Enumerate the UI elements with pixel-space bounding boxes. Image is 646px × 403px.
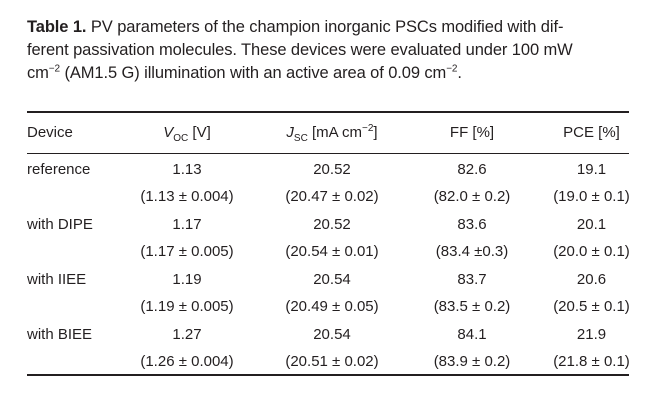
cell-voc: 1.27	[172, 326, 202, 343]
caption-line-1: Table 1. PV parameters of the champion i…	[27, 16, 633, 39]
cell-voc: 1.17	[172, 216, 202, 233]
table-row: with IIEE 1.19 (1.19 ± 0.005) 20.54 (20.49 ±…	[27, 271, 630, 326]
header-jsc-superscript: −2	[362, 123, 374, 134]
table-caption: Table 1. PV parameters of the champion i…	[27, 16, 633, 85]
cell-jsc-avg: (20.51 ± 0.02)	[285, 353, 379, 370]
header-voc-symbol: V	[163, 124, 174, 141]
table-row: with DIPE 1.17 (1.17 ± 0.005) 20.52 (20.54 ±…	[27, 216, 630, 271]
cell-voc-avg: (1.13 ± 0.004)	[140, 188, 234, 205]
header-voc: VOC [V]	[127, 124, 247, 144]
caption-line-2: ferent passivation molecules. These devi…	[27, 41, 573, 59]
cell-ff: 83.7	[457, 271, 487, 288]
header-ff: FF [%]	[449, 124, 495, 141]
cell-pce: 20.6	[576, 271, 607, 288]
cell-voc: 1.19	[172, 271, 202, 288]
cell-device: reference	[27, 161, 91, 178]
cell-voc-avg: (1.19 ± 0.005)	[140, 298, 234, 315]
cell-ff-avg: (83.4 ±0.3)	[435, 243, 509, 260]
cell-jsc: 20.52	[313, 216, 351, 233]
caption-sup-1: −2	[48, 63, 60, 75]
caption-text-3c: .	[457, 64, 462, 82]
cell-pce-avg: (19.0 ± 0.1)	[553, 188, 630, 205]
cell-device: with DIPE	[27, 216, 93, 233]
caption-sup-2: −2	[446, 63, 458, 75]
caption-text-3b: (AM1.5 G) illumination with an active ar…	[60, 64, 447, 82]
header-jsc-symbol: J	[286, 124, 294, 141]
cell-ff-avg: (83.5 ± 0.2)	[433, 298, 511, 315]
cell-device: with IIEE	[27, 271, 87, 288]
header-device: Device	[27, 124, 73, 141]
caption-line-3: cm−2 (AM1.5 G) illumination with an acti…	[27, 62, 633, 85]
header-voc-subscript: OC	[173, 133, 189, 144]
table-bottom-rule	[27, 374, 629, 376]
caption-text-3a: cm	[27, 64, 49, 82]
table-row: with BIEE 1.27 (1.26 ± 0.004) 20.54 (20.51 ±…	[27, 326, 630, 381]
cell-ff-avg: (82.0 ± 0.2)	[433, 188, 511, 205]
cell-pce-avg: (21.8 ± 0.1)	[553, 353, 630, 370]
cell-ff: 83.6	[457, 216, 487, 233]
cell-pce: 19.1	[576, 161, 607, 178]
cell-pce: 20.1	[576, 216, 607, 233]
cell-pce: 21.9	[576, 326, 607, 343]
header-jsc-unit-close: ]	[373, 124, 378, 141]
caption-text-1: PV parameters of the champion inorganic …	[90, 18, 564, 36]
table-row: reference 1.13 (1.13 ± 0.004) 20.52 (20.47 ±…	[27, 161, 630, 216]
cell-jsc: 20.54	[313, 326, 351, 343]
header-jsc: JSC [mA cm−2]	[267, 123, 397, 144]
cell-voc: 1.13	[172, 161, 202, 178]
cell-jsc: 20.52	[313, 161, 351, 178]
cell-ff: 82.6	[457, 161, 487, 178]
table-top-rule	[27, 111, 629, 113]
cell-voc-avg: (1.17 ± 0.005)	[140, 243, 234, 260]
header-pce: PCE [%]	[563, 124, 620, 141]
header-voc-unit: [V]	[188, 124, 211, 141]
table-header-row: Device VOC [V] JSC [mA cm−2] FF [%] PCE …	[27, 112, 629, 153]
caption-label: Table 1.	[27, 18, 87, 36]
cell-ff: 84.1	[457, 326, 487, 343]
table-header-rule	[27, 153, 629, 154]
header-jsc-unit: [mA cm	[307, 124, 362, 141]
cell-device: with BIEE	[27, 326, 93, 343]
cell-jsc-avg: (20.49 ± 0.05)	[285, 298, 379, 315]
cell-jsc: 20.54	[313, 271, 351, 288]
cell-voc-avg: (1.26 ± 0.004)	[140, 353, 234, 370]
cell-pce-avg: (20.0 ± 0.1)	[553, 243, 630, 260]
header-jsc-subscript: SC	[293, 133, 308, 144]
cell-jsc-avg: (20.47 ± 0.02)	[285, 188, 379, 205]
cell-pce-avg: (20.5 ± 0.1)	[553, 298, 630, 315]
cell-ff-avg: (83.9 ± 0.2)	[433, 353, 511, 370]
cell-jsc-avg: (20.54 ± 0.01)	[285, 243, 379, 260]
